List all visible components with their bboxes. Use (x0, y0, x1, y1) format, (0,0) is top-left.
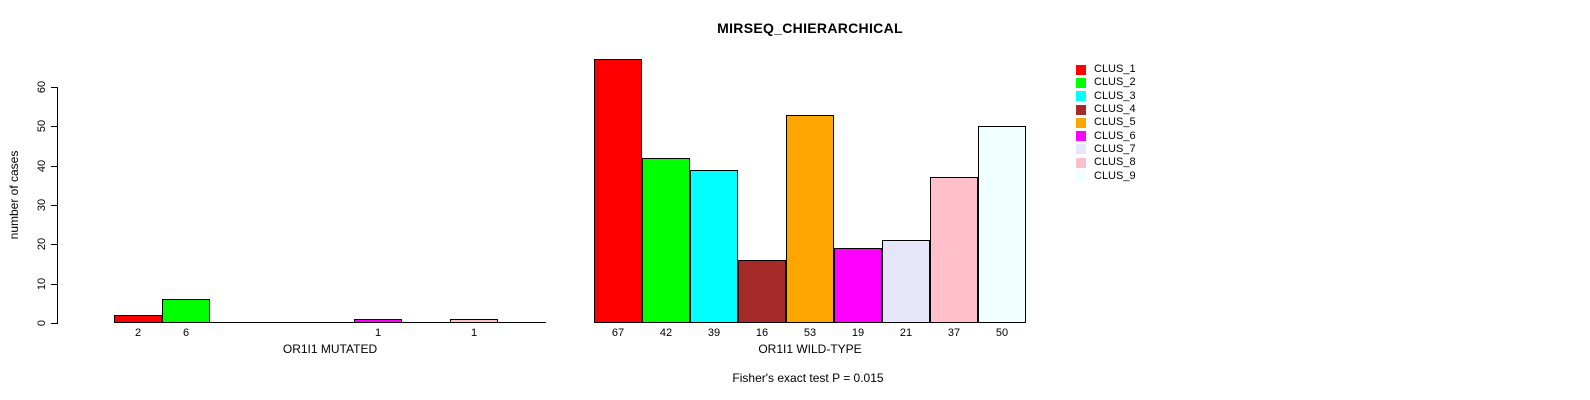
legend-item: CLUS_6 (1076, 129, 1136, 142)
bar (114, 315, 162, 323)
legend-swatch (1076, 104, 1086, 115)
legend-label: CLUS_9 (1094, 169, 1136, 182)
bar (642, 158, 690, 323)
bar-zero (402, 322, 450, 323)
bar-value-label: 67 (611, 327, 625, 339)
legend-item: CLUS_4 (1076, 103, 1136, 116)
y-axis-tick-label: 50 (36, 120, 48, 133)
bar-value-label: 42 (659, 327, 673, 339)
bar-value-label: 50 (995, 327, 1009, 339)
bar (690, 170, 738, 323)
legend-swatch (1076, 64, 1086, 75)
legend-label: CLUS_3 (1094, 89, 1136, 102)
legend-swatch (1076, 91, 1086, 102)
y-axis-tick-label: 30 (36, 198, 48, 212)
bar-value-label: 6 (182, 327, 190, 339)
legend-label: CLUS_7 (1094, 142, 1136, 155)
bar (450, 319, 498, 323)
x-axis-label-wild-type: OR1I1 WILD-TYPE (758, 342, 862, 356)
legend-item: CLUS_3 (1076, 90, 1136, 103)
legend-swatch (1076, 144, 1086, 155)
bar-zero (210, 322, 258, 323)
bar-zero (498, 322, 546, 323)
bar-value-label: 19 (851, 327, 865, 339)
legend: CLUS_1 CLUS_2 CLUS_3 CLUS_4 CLUS_5 CLUS_6 CLUS… (1076, 63, 1136, 183)
legend-item: CLUS_8 (1076, 156, 1136, 169)
bar-value-label: 1 (470, 327, 478, 339)
bar (882, 240, 930, 323)
legend-swatch (1076, 77, 1086, 88)
bar (738, 260, 786, 323)
bar-value-label: 37 (947, 327, 961, 339)
bar-value-label: 53 (803, 327, 817, 339)
bar-zero (258, 322, 306, 323)
y-axis-tick (51, 283, 57, 285)
bar-value-label: 1 (374, 327, 382, 339)
legend-label: CLUS_2 (1094, 76, 1136, 89)
bar-zero (306, 322, 354, 323)
bar-value-label: 16 (755, 327, 769, 339)
x-axis-label-mutated: OR1I1 MUTATED (282, 342, 378, 356)
legend-swatch (1076, 117, 1086, 128)
y-axis-tick-label: 60 (36, 80, 48, 94)
bar (834, 248, 882, 323)
bar (162, 299, 210, 323)
bar-value-label: 21 (899, 327, 913, 339)
y-axis-tick (51, 244, 57, 246)
legend-swatch (1076, 131, 1086, 142)
y-axis-tick-label: 40 (36, 159, 48, 172)
legend-item: CLUS_9 (1076, 169, 1136, 182)
legend-item: CLUS_2 (1076, 76, 1136, 89)
y-axis-tick (51, 87, 57, 89)
legend-item: CLUS_5 (1076, 116, 1136, 129)
y-axis-line (57, 87, 58, 324)
legend-swatch (1076, 171, 1086, 182)
bar (594, 59, 642, 323)
bar (930, 177, 978, 323)
bar (786, 115, 834, 323)
legend-label: CLUS_4 (1094, 103, 1136, 116)
legend-label: CLUS_8 (1094, 156, 1136, 169)
fisher-test-annotation: Fisher's exact test P = 0.015 (732, 371, 884, 385)
bar (978, 126, 1026, 323)
y-axis-tick-label: 10 (36, 277, 48, 290)
legend-label: CLUS_5 (1094, 116, 1136, 129)
y-axis-tick-label: 20 (36, 238, 48, 251)
legend-item: CLUS_7 (1076, 143, 1136, 156)
legend-item: CLUS_1 (1076, 63, 1136, 76)
y-axis-tick (51, 323, 57, 324)
legend-swatch (1076, 157, 1086, 168)
bar-value-label: 2 (134, 327, 142, 339)
y-axis-label: number of cases (7, 150, 21, 240)
y-axis-tick (51, 205, 57, 206)
bar (354, 319, 402, 323)
y-axis-tick (51, 126, 57, 128)
chart-title: MIRSEQ_CHIERARCHICAL (717, 20, 903, 36)
bar-value-label: 39 (707, 327, 721, 339)
y-axis-tick-label: 0 (36, 319, 48, 327)
legend-label: CLUS_6 (1094, 129, 1136, 142)
legend-label: CLUS_1 (1094, 63, 1136, 76)
y-axis-tick (51, 165, 57, 167)
